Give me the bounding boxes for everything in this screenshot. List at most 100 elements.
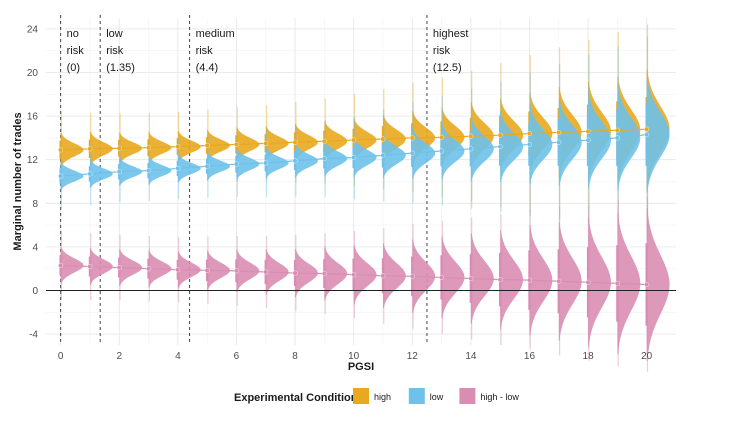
series-point <box>556 139 562 145</box>
series-point <box>644 132 650 138</box>
y-tick-label: -4 <box>29 330 38 341</box>
risk-label: (4.4) <box>196 62 219 74</box>
distribution-eye <box>177 154 201 183</box>
x-tick-label: 20 <box>641 351 653 362</box>
distribution-eye <box>646 207 670 362</box>
risk-labels: no risk (0) low risk (1.35) medium risk (4.4) hig… <box>67 28 469 74</box>
distribution-eye <box>558 98 582 187</box>
distribution-eye <box>353 137 377 178</box>
series-point <box>87 146 93 152</box>
series-point <box>614 280 620 286</box>
x-tick-label: 2 <box>116 351 122 362</box>
series-point <box>439 148 445 154</box>
series-point <box>497 144 503 150</box>
series-point <box>468 133 474 139</box>
series-point <box>116 169 122 175</box>
legend-title: Experimental Condition <box>234 392 358 404</box>
series-point <box>292 270 298 276</box>
y-tick-label: 12 <box>27 155 39 166</box>
series-point <box>146 266 152 272</box>
distribution-eye <box>207 152 231 181</box>
distribution-eye <box>588 91 611 189</box>
distribution-eye <box>500 111 524 183</box>
x-tick-label: 4 <box>175 351 181 362</box>
x-tick-label: 8 <box>292 351 298 362</box>
x-axis-title: PGSI <box>348 361 374 373</box>
y-axis-title: Marginal number of trades <box>12 112 24 250</box>
y-tick-label: 8 <box>32 199 38 210</box>
distribution-eye <box>617 85 641 191</box>
series-point <box>585 128 591 134</box>
series-point <box>175 165 181 171</box>
series-point <box>292 139 298 145</box>
series-point <box>644 282 650 288</box>
series-point <box>351 155 357 161</box>
distribution-eye <box>148 156 172 185</box>
series-point <box>644 126 650 132</box>
series-point <box>439 134 445 140</box>
series-point <box>321 271 327 277</box>
risk-label: risk <box>196 45 214 57</box>
series-point <box>556 129 562 135</box>
x-tick-label: 0 <box>58 351 64 362</box>
series-point <box>58 262 64 268</box>
legend-label: low <box>430 392 444 402</box>
series-point <box>263 140 269 146</box>
series-point <box>556 278 562 284</box>
distribution-eye <box>89 159 113 189</box>
distribution-eye <box>529 104 553 185</box>
series-point <box>409 135 415 141</box>
legend: Experimental Condition high low high - low <box>234 388 519 404</box>
series-point <box>468 146 474 152</box>
series-point <box>439 274 445 280</box>
series-point <box>321 156 327 162</box>
distribution-eye <box>646 76 670 193</box>
grid <box>46 18 676 345</box>
risk-label: risk <box>433 45 451 57</box>
series-point <box>175 144 181 150</box>
risk-label: medium <box>196 28 235 40</box>
series-point <box>409 273 415 279</box>
x-tick-label: 14 <box>465 351 477 362</box>
legend-swatch <box>408 388 425 404</box>
series-point <box>380 136 386 142</box>
y-tick-label: 24 <box>27 24 39 35</box>
legend-swatch <box>353 388 369 404</box>
series-point <box>87 264 93 270</box>
series-point <box>116 265 122 271</box>
series-point <box>409 150 415 156</box>
series-point <box>526 131 532 137</box>
series-point <box>58 147 64 153</box>
series-point <box>526 277 532 283</box>
series-point <box>116 145 122 151</box>
series-point <box>87 171 93 177</box>
series-point <box>351 272 357 278</box>
y-tick-label: 4 <box>32 242 38 253</box>
risk-label: risk <box>67 45 85 57</box>
series-point <box>497 277 503 283</box>
series-point <box>263 160 269 166</box>
distribution-eye <box>295 143 318 178</box>
series-point <box>146 168 152 174</box>
series-point <box>233 161 239 167</box>
x-tick-label: 6 <box>234 351 240 362</box>
risk-thresholds <box>60 15 428 345</box>
series-point <box>321 138 327 144</box>
series-point <box>233 141 239 147</box>
series-point <box>585 279 591 285</box>
risk-label: (1.35) <box>106 62 135 74</box>
y-tick-label: 16 <box>27 112 39 123</box>
series-point <box>380 273 386 279</box>
risk-label: no <box>67 28 79 40</box>
legend-swatch <box>459 388 476 404</box>
series-point <box>204 163 210 169</box>
series-point <box>585 137 591 143</box>
series-point <box>497 132 503 138</box>
risk-label: highest <box>433 28 468 40</box>
series-point <box>146 145 152 151</box>
series-point <box>526 141 532 147</box>
legend-label: high <box>374 392 391 402</box>
legend-label: high - low <box>480 392 519 402</box>
risk-label: low <box>106 28 123 40</box>
x-tick-label: 18 <box>583 351 595 362</box>
